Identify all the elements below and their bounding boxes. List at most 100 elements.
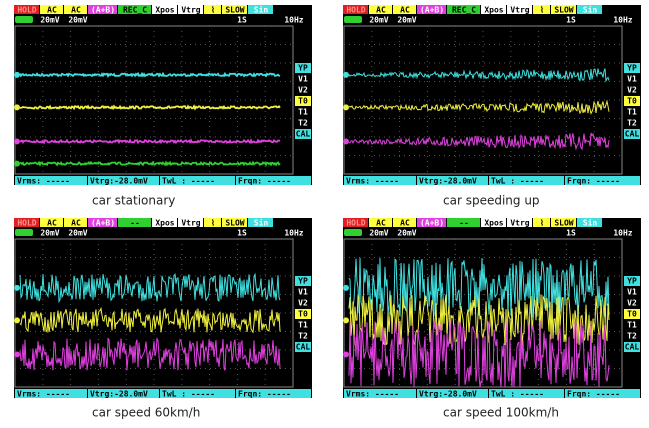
channel-marker — [14, 317, 20, 323]
side-label: T1 — [298, 108, 308, 117]
channel-marker — [14, 138, 20, 144]
footer-label: Vrms: ----- — [346, 390, 399, 399]
footer-label: Vtrg:-28.0mV — [90, 177, 148, 186]
header-label: SLOW — [554, 219, 573, 228]
side-label: T1 — [627, 108, 637, 117]
side-label: CAL — [625, 343, 640, 352]
header-label: (A+B) — [91, 219, 115, 228]
footer-label: TwL : ----- — [162, 390, 215, 399]
battery — [15, 229, 33, 236]
header-label: AC — [400, 219, 410, 228]
header-label: HOLD — [17, 6, 36, 15]
setting-label: 1S — [566, 229, 576, 238]
channel-marker — [343, 351, 349, 357]
header-label: Vtrg — [510, 219, 529, 228]
side-label: V1 — [627, 75, 637, 84]
channel-marker — [14, 104, 20, 110]
side-label: V1 — [298, 75, 308, 84]
caption: car speeding up — [443, 194, 540, 208]
footer-label: Vrms: ----- — [17, 390, 70, 399]
header-label: Sin — [254, 5, 269, 15]
footer-label: Frqn: ----- — [567, 177, 620, 186]
footer-label: Vrms: ----- — [17, 177, 70, 186]
setting-label: 20mV — [40, 229, 59, 238]
header-label: REC_C — [123, 6, 147, 15]
caption: car speed 60km/h — [92, 406, 200, 420]
setting-label: 20mV — [40, 16, 59, 25]
footer-label: Frqn: ----- — [238, 390, 291, 399]
header-label: Xpos — [484, 219, 503, 228]
header-label: (A+B) — [420, 219, 444, 228]
channel-marker — [14, 72, 20, 78]
header-label: Sin — [583, 5, 598, 15]
header-label: REC_C — [452, 6, 476, 15]
header-label: SLOW — [225, 219, 244, 228]
setting-label: 10Hz — [284, 16, 303, 25]
header-label: AC — [47, 6, 57, 15]
header-label: Sin — [583, 218, 598, 228]
side-label: YP — [298, 64, 308, 73]
scope-screen: HOLD AC AC (A+B) -- Xpos Vtrg ⌇ SLOW Sin 20mV 20mV 1… — [343, 218, 641, 399]
setting-label: 1S — [237, 16, 247, 25]
header-label: ⌇ — [211, 6, 215, 15]
side-label: V2 — [298, 299, 308, 308]
header-label: AC — [71, 219, 81, 228]
side-label: CAL — [296, 130, 311, 139]
footer-label: Frqn: ----- — [238, 177, 291, 186]
channel-marker — [343, 72, 349, 78]
side-label: T0 — [627, 310, 637, 319]
side-label: CAL — [296, 343, 311, 352]
header-label: HOLD — [346, 6, 365, 15]
setting-label: 20mV — [369, 16, 388, 25]
channel-marker — [343, 317, 349, 323]
header-label: Vtrg — [181, 219, 200, 228]
side-label: T2 — [627, 119, 637, 128]
header-label: AC — [400, 6, 410, 15]
setting-label: 20mV — [397, 229, 416, 238]
side-label: T2 — [298, 119, 308, 128]
side-label: YP — [627, 277, 637, 286]
header-label: HOLD — [346, 219, 365, 228]
header-label: SLOW — [554, 6, 573, 15]
header-label: AC — [376, 219, 386, 228]
header-label: (A+B) — [91, 6, 115, 15]
side-label: T0 — [298, 97, 308, 106]
side-label: T1 — [298, 321, 308, 330]
footer-label: Vtrg:-28.0mV — [419, 390, 477, 399]
footer-label: Vrms: ----- — [346, 177, 399, 186]
side-label: T2 — [627, 332, 637, 341]
side-label: V1 — [298, 288, 308, 297]
side-label: V2 — [627, 299, 637, 308]
side-label: T1 — [627, 321, 637, 330]
footer-label: Frqn: ----- — [567, 390, 620, 399]
footer-label: Vtrg:-28.0mV — [90, 390, 148, 399]
setting-label: 20mV — [369, 229, 388, 238]
side-label: T0 — [298, 310, 308, 319]
setting-label: 1S — [566, 16, 576, 25]
header-label: ⌇ — [540, 219, 544, 228]
channel-marker — [14, 351, 20, 357]
side-label: V2 — [627, 86, 637, 95]
setting-label: 10Hz — [284, 229, 303, 238]
header-label: Xpos — [155, 6, 174, 15]
battery — [344, 229, 362, 236]
side-label: V1 — [627, 288, 637, 297]
header-label: -- — [130, 219, 140, 228]
page: HOLD AC AC (A+B) REC_C Xpos Vtrg ⌇ SLOW Sin 20mV 20… — [0, 0, 649, 428]
footer-label: TwL : ----- — [491, 177, 544, 186]
header-label: ⌇ — [540, 6, 544, 15]
header-label: Vtrg — [181, 6, 200, 15]
side-label: YP — [298, 277, 308, 286]
header-label: Vtrg — [510, 6, 529, 15]
side-label: YP — [627, 64, 637, 73]
header-label: -- — [459, 219, 469, 228]
footer-label: Vtrg:-28.0mV — [419, 177, 477, 186]
channel-marker — [343, 138, 349, 144]
battery — [344, 16, 362, 23]
footer-label: TwL : ----- — [162, 177, 215, 186]
caption: car speed 100km/h — [443, 406, 559, 420]
side-label: T2 — [298, 332, 308, 341]
channel-marker — [343, 285, 349, 291]
